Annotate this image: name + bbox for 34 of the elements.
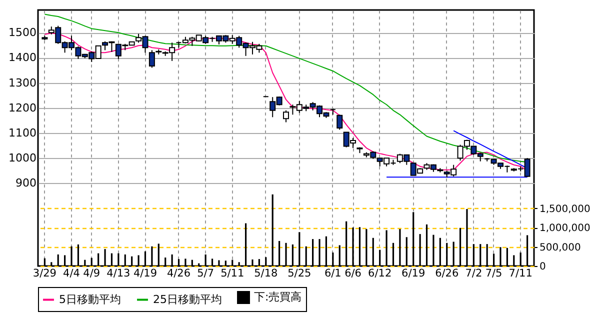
x-tick-label: 7/2	[465, 268, 482, 280]
x-tick-label: 3/29	[32, 268, 56, 280]
legend-label: 5日移動平均	[59, 292, 121, 306]
legend-label: 下:売買高	[254, 290, 302, 304]
x-tick-label: 7/5	[485, 268, 502, 280]
x-tick-label: 4/9	[83, 268, 100, 280]
x-tick-label: 4/4	[63, 268, 80, 280]
x-tick-label: 4/26	[166, 268, 191, 280]
y-tick-label: 1400	[8, 51, 36, 64]
x-tick-label: 6/26	[435, 268, 459, 280]
legend-label: 25日移動平均	[153, 292, 222, 306]
x-tick-label: 5/18	[254, 268, 278, 280]
candlestick	[283, 110, 289, 123]
x-tick-label: 7/11	[508, 268, 532, 280]
x-tick-label: 6/19	[402, 268, 426, 280]
y-tick-label: 1200	[8, 101, 36, 114]
x-tick-label: 6/12	[368, 268, 392, 280]
y-tick-label: 1300	[8, 76, 36, 90]
y2-tick-label: 0	[540, 262, 546, 272]
y2-tick-label: 1,000,000	[540, 223, 590, 234]
x-tick-label: 4/19	[133, 268, 158, 280]
y-tick-label: 1100	[8, 126, 36, 140]
x-tick-label: 5/7	[197, 268, 214, 280]
y2-tick-label: 1,500,000	[540, 204, 590, 215]
x-tick-label: 4/13	[106, 268, 130, 280]
x-tick-label: 5/25	[288, 268, 312, 280]
x-tick-label: 6/6	[344, 268, 362, 280]
x-tick-label: 5/11	[220, 268, 244, 280]
y-tick-label: 1500	[8, 26, 36, 40]
x-tick-label: 6/1	[324, 268, 342, 280]
y-tick-label: 1000	[8, 152, 36, 165]
y-tick-label: 900	[16, 176, 36, 190]
y2-tick-label: 500,000	[540, 242, 581, 254]
candlestick	[336, 114, 343, 130]
